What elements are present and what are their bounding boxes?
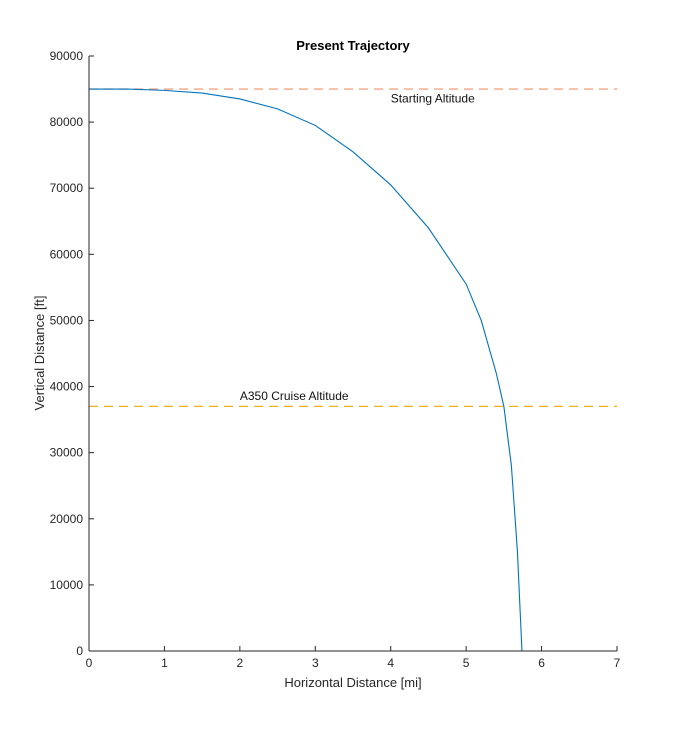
x-tick-label: 4 bbox=[387, 656, 394, 670]
x-tick-label: 0 bbox=[86, 656, 93, 670]
y-tick-label: 40000 bbox=[50, 380, 84, 394]
y-tick-label: 90000 bbox=[50, 49, 84, 63]
y-tick-label: 20000 bbox=[50, 512, 84, 526]
x-tick-label: 7 bbox=[614, 656, 621, 670]
reference-lines bbox=[89, 88, 617, 408]
y-tick-label: 30000 bbox=[50, 446, 84, 460]
annotation-1: A350 Cruise Altitude bbox=[240, 389, 349, 403]
x-tick-label: 3 bbox=[312, 656, 319, 670]
x-tick-label: 1 bbox=[161, 656, 168, 670]
chart-title: Present Trajectory bbox=[296, 38, 410, 53]
y-axis-label: Vertical Distance [ft] bbox=[32, 296, 47, 411]
y-tick-label: 10000 bbox=[50, 578, 84, 592]
annotations: Starting Altitude A350 Cruise Altitude bbox=[240, 91, 475, 403]
y-tick-label: 60000 bbox=[50, 247, 84, 261]
x-tick-label: 5 bbox=[463, 656, 470, 670]
y-tick-label: 70000 bbox=[50, 181, 84, 195]
x-tick-label: 2 bbox=[237, 656, 244, 670]
x-tick-label: 6 bbox=[538, 656, 545, 670]
x-axis-label: Horizontal Distance [mi] bbox=[284, 675, 421, 690]
y-tick-label: 0 bbox=[76, 644, 83, 658]
trajectory-line bbox=[89, 88, 523, 652]
annotation-0: Starting Altitude bbox=[391, 91, 475, 105]
axes: 0 1 2 3 4 5 6 7 0 10000 20000 30000 40000 50000 60000 7… bbox=[50, 49, 621, 670]
series-group bbox=[89, 88, 523, 652]
y-tick-label: 50000 bbox=[50, 313, 84, 327]
y-tick-label: 80000 bbox=[50, 115, 84, 129]
